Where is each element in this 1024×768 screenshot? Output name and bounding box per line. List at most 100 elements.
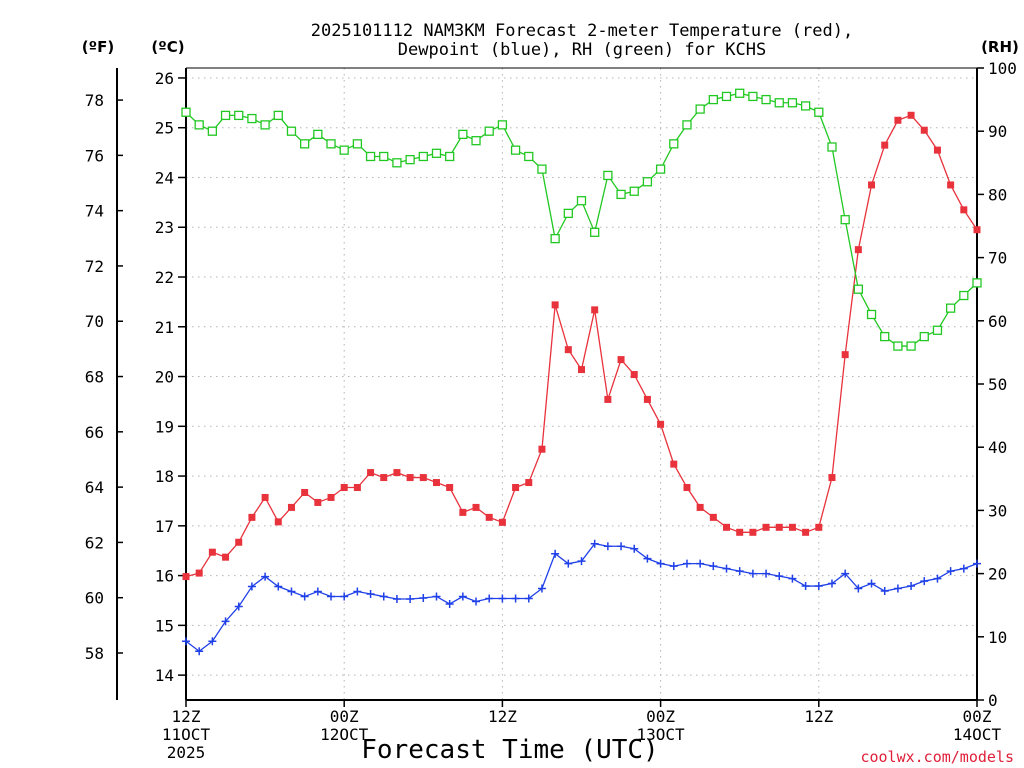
temperature-point [617, 356, 625, 364]
rh-point [510, 145, 521, 155]
temperature-point [222, 553, 230, 561]
rh-unit-label: (RH) [981, 38, 1019, 56]
temperature-point [749, 528, 757, 536]
dewpoint-point [564, 559, 573, 568]
fahrenheit-tick-label: 66 [85, 423, 104, 442]
temperature-point [525, 479, 533, 487]
x-tick-label: 12Z [488, 707, 517, 726]
rh-point [590, 227, 600, 237]
dewpoint-point [551, 549, 560, 558]
temperature-point [327, 493, 335, 501]
dewpoint-point [893, 584, 902, 593]
dewpoint-point [392, 594, 401, 603]
fahrenheit-tick-label: 70 [85, 312, 104, 331]
dewpoint-point [748, 569, 757, 578]
temperature-point [182, 573, 190, 581]
dewpoint-point [498, 594, 507, 603]
dewpoint-point [247, 582, 256, 591]
x-tick-label: 00Z [963, 707, 992, 726]
rh-point [181, 107, 191, 117]
dewpoint-point [682, 559, 691, 568]
celsius-tick-label: 18 [155, 467, 174, 486]
x-tick-label: 14OCT [953, 725, 1002, 744]
x-tick-label: 12Z [804, 707, 833, 726]
dewpoint-point [524, 594, 533, 603]
temperature-point [881, 141, 889, 149]
temperature-point [353, 484, 361, 492]
temperature-point [274, 518, 282, 526]
rh-point [972, 278, 982, 288]
x-tick-label: 11OCT [162, 725, 211, 744]
dewpoint-point [300, 592, 309, 601]
celsius-tick-label: 21 [155, 318, 174, 337]
temperature-point [419, 474, 427, 482]
rh-point [721, 91, 732, 102]
dewpoint-point [603, 542, 612, 551]
temperature-point [406, 474, 414, 482]
x-tick-label: 00Z [330, 707, 359, 726]
celsius-tick-label: 15 [155, 616, 174, 635]
rh-point [326, 139, 336, 149]
chart-title-line-2: Dewpoint (blue), RH (green) for KCHS [398, 40, 766, 60]
temperature-point [591, 306, 599, 314]
temperature-point [683, 484, 691, 492]
temperature-point [815, 523, 823, 531]
temperature-series [182, 111, 981, 581]
dewpoint-point [696, 559, 705, 568]
temperature-point [248, 513, 256, 521]
x-axis-title: Forecast Time (UTC) [361, 735, 658, 765]
temperature-point [340, 484, 348, 492]
dewpoint-series [182, 539, 981, 656]
rh-point [853, 284, 863, 294]
dewpoint-point [379, 592, 388, 601]
rh-tick-label: 10 [988, 628, 1007, 647]
rh-tick-label: 100 [988, 59, 1017, 78]
temperature-point [802, 528, 810, 536]
temperature-point [894, 116, 902, 124]
rh-point [273, 110, 283, 121]
dewpoint-point [920, 577, 929, 586]
fahrenheit-tick-label: 64 [85, 478, 104, 497]
dewpoint-point [973, 559, 981, 568]
celsius-tick-label: 16 [155, 567, 174, 586]
temperature-point [907, 111, 915, 119]
rh-point [207, 126, 218, 136]
rh-point [484, 126, 494, 136]
dewpoint-point [788, 574, 797, 583]
temperature-point [314, 498, 322, 506]
dewpoint-point [313, 587, 322, 596]
temperature-point [657, 420, 665, 428]
rh-tick-label: 80 [988, 185, 1007, 204]
dewpoint-point [406, 594, 415, 603]
x-tick-label: 2025 [167, 743, 206, 762]
rh-tick-label: 50 [988, 375, 1007, 394]
x-tick-label: 13OCT [637, 725, 686, 744]
rh-point [458, 129, 468, 140]
dewpoint-point [775, 572, 784, 581]
dewpoint-point [933, 574, 942, 583]
dewpoint-point [261, 572, 270, 581]
rh-point [365, 151, 376, 162]
dewpoint-point [182, 637, 190, 646]
rh-line [185, 92, 978, 347]
rh-point [299, 139, 310, 149]
x-tick-label: 12Z [172, 707, 201, 726]
dewpoint-point [656, 559, 665, 568]
temperature-point [643, 395, 651, 403]
fahrenheit-tick-label: 76 [85, 146, 104, 165]
rh-point [392, 158, 402, 168]
temperature-point [630, 371, 638, 379]
dewpoint-point [722, 564, 731, 573]
chart-title: 2025101112 NAM3KM Forecast 2-meter Tempe… [311, 21, 853, 60]
dewpoint-point [432, 592, 441, 601]
fahrenheit-axis: 58 60 62 64 66 68 70 72 74 76 78 [85, 68, 123, 700]
rh-point [563, 208, 573, 219]
temperature-point [709, 513, 717, 521]
dewpoint-point [827, 579, 836, 588]
celsius-tick-label: 22 [155, 268, 174, 287]
rh-point [735, 88, 745, 98]
rh-point [840, 215, 850, 225]
dewpoint-point [946, 567, 955, 576]
rh-point [669, 139, 679, 149]
